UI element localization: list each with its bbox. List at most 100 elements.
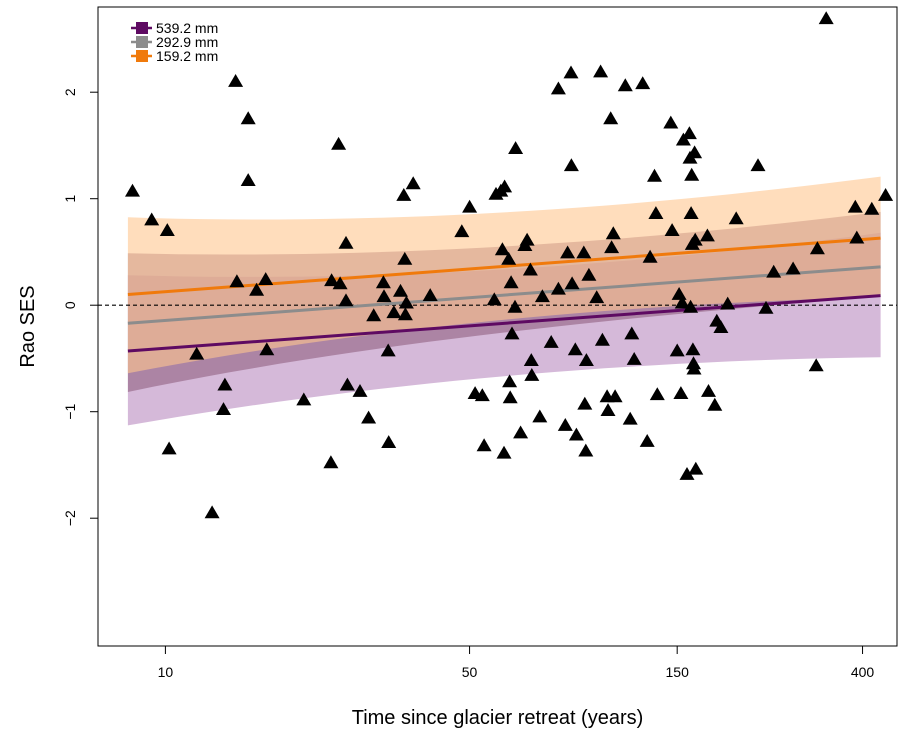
data-point	[766, 264, 782, 278]
data-point	[381, 435, 397, 448]
data-point	[701, 384, 716, 397]
data-point	[567, 342, 583, 356]
data-point	[474, 388, 490, 402]
data-point	[648, 206, 664, 219]
data-point	[563, 158, 579, 172]
data-point	[593, 64, 609, 78]
data-point	[422, 288, 438, 301]
data-point	[604, 240, 620, 254]
data-point	[577, 396, 593, 410]
regression-line-1	[127, 294, 881, 353]
data-point	[228, 74, 244, 87]
data-point	[679, 467, 695, 480]
data-point	[376, 289, 392, 303]
data-point	[617, 78, 633, 92]
data-point	[125, 183, 140, 197]
data-point	[352, 384, 368, 397]
data-point	[688, 461, 704, 475]
data-point	[513, 425, 529, 439]
y-tick-label: 2	[62, 88, 78, 96]
data-point	[504, 326, 520, 340]
data-point	[878, 188, 894, 201]
confidence-band-3	[127, 176, 881, 374]
confidence-bands	[127, 176, 881, 426]
data-point	[603, 111, 619, 125]
data-point	[217, 377, 233, 391]
data-point	[728, 211, 744, 225]
regression-lines	[127, 236, 881, 353]
regression-line-2	[127, 265, 881, 325]
data-point	[476, 438, 492, 452]
legend-swatch-3	[136, 50, 148, 62]
data-point	[338, 293, 354, 307]
data-point	[589, 290, 605, 304]
data-point	[564, 276, 580, 290]
data-point	[686, 361, 702, 375]
data-point	[639, 434, 655, 447]
data-point	[501, 251, 517, 265]
data-point	[503, 275, 519, 289]
data-point	[380, 343, 396, 357]
data-point	[607, 389, 623, 403]
data-point	[622, 411, 638, 425]
data-point	[366, 308, 382, 322]
x-axis: 10 50 150 400	[158, 645, 874, 680]
data-point	[849, 230, 865, 244]
data-point	[699, 228, 715, 242]
data-point	[507, 299, 523, 313]
legend-label-1: 539.2 mm	[156, 20, 218, 36]
x-tick-label: 10	[158, 664, 174, 680]
legend-label-3: 159.2 mm	[156, 48, 218, 64]
data-point	[647, 168, 662, 182]
data-point	[249, 282, 265, 296]
data-point	[808, 358, 824, 372]
data-point	[502, 390, 518, 404]
data-point	[683, 206, 699, 219]
data-point	[396, 188, 412, 201]
legend-swatch-1	[136, 22, 148, 34]
y-tick-label: 1	[62, 195, 78, 203]
data-point	[216, 402, 231, 415]
y-axis: −2 −1 0 1 2	[62, 88, 99, 526]
data-point	[462, 199, 478, 213]
data-point	[785, 261, 801, 275]
data-point	[240, 111, 256, 125]
y-tick-label: 0	[62, 301, 78, 309]
data-point	[393, 283, 408, 297]
data-point	[324, 273, 340, 287]
data-point	[560, 245, 576, 259]
data-point	[323, 455, 339, 469]
data-point	[361, 410, 377, 424]
data-point	[524, 368, 540, 381]
data-point	[578, 353, 594, 366]
data-point	[681, 126, 697, 140]
data-point	[550, 281, 566, 295]
data-point	[259, 342, 275, 356]
y-axis-label: Rao SES	[17, 285, 39, 367]
data-point	[532, 409, 548, 423]
data-point	[497, 179, 513, 193]
data-point	[809, 241, 825, 255]
data-point	[189, 346, 205, 360]
data-point	[713, 320, 729, 333]
data-point	[496, 445, 512, 459]
data-point	[161, 441, 177, 455]
data-point	[576, 245, 592, 259]
y-tick-label: −1	[62, 404, 78, 420]
data-point	[568, 427, 584, 441]
data-point	[550, 81, 566, 95]
data-point	[594, 332, 610, 346]
data-points	[125, 11, 894, 519]
x-axis-label: Time since glacier retreat (years)	[352, 707, 644, 729]
data-point	[649, 387, 665, 401]
data-point	[669, 343, 685, 357]
data-point	[624, 326, 640, 340]
data-point	[159, 223, 175, 236]
data-point	[635, 76, 651, 90]
data-point	[398, 295, 414, 309]
data-point	[671, 287, 687, 300]
data-point	[674, 295, 690, 309]
data-point	[707, 397, 723, 411]
